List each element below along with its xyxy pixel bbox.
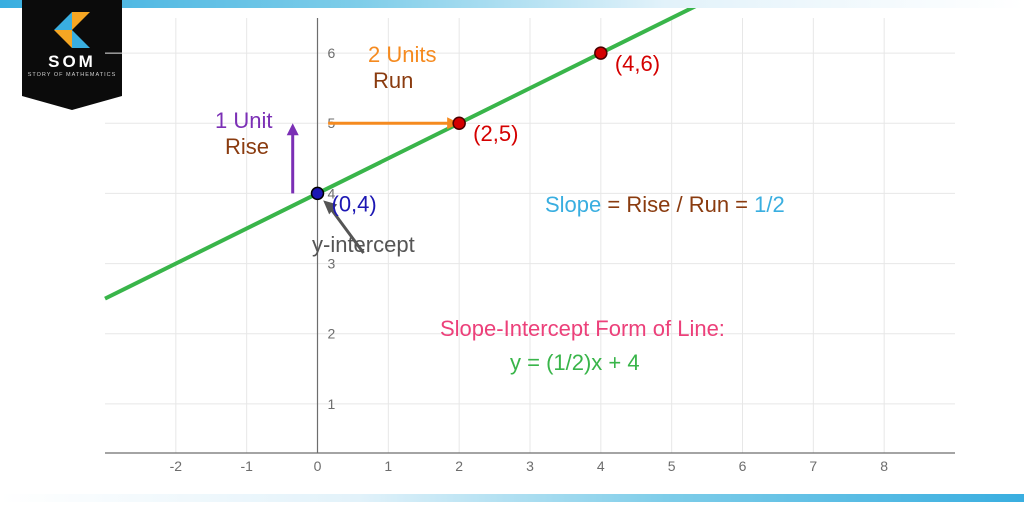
run-label: Run [373, 68, 413, 94]
run-units-label: 2 Units [368, 42, 436, 68]
svg-text:-2: -2 [170, 458, 183, 474]
rise-label: Rise [225, 134, 269, 160]
svg-text:(4,6): (4,6) [615, 51, 660, 76]
svg-text:(2,5): (2,5) [473, 121, 518, 146]
data-point [595, 47, 607, 59]
page-root: SOM STORY OF MATHEMATICS -2-101234567812… [0, 0, 1024, 512]
svg-text:1: 1 [384, 458, 392, 474]
svg-text:8: 8 [880, 458, 888, 474]
rise-units-label: 1 Unit [215, 108, 272, 134]
form-title: Slope-Intercept Form of Line: [440, 316, 725, 342]
svg-text:(0,4): (0,4) [332, 191, 377, 216]
svg-text:6: 6 [739, 458, 747, 474]
slope-formula: Slope = Rise / Run = 1/2 [545, 192, 785, 218]
svg-text:4: 4 [597, 458, 605, 474]
y-intercept-label: y-intercept [312, 232, 415, 258]
svg-text:2: 2 [455, 458, 463, 474]
equation: y = (1/2)x + 4 [510, 350, 640, 376]
svg-text:1: 1 [328, 396, 336, 412]
top-accent-bar [0, 0, 1024, 8]
data-point [312, 187, 324, 199]
svg-text:3: 3 [526, 458, 534, 474]
slope-intercept-chart: -2-1012345678123456(0,4)(2,5)(4,6) [70, 8, 970, 488]
svg-text:-1: -1 [240, 458, 253, 474]
svg-text:5: 5 [668, 458, 676, 474]
bottom-accent-bar [0, 494, 1024, 502]
data-point [453, 117, 465, 129]
svg-text:6: 6 [328, 45, 336, 61]
svg-text:0: 0 [314, 458, 322, 474]
svg-text:7: 7 [809, 458, 817, 474]
svg-text:2: 2 [328, 326, 336, 342]
